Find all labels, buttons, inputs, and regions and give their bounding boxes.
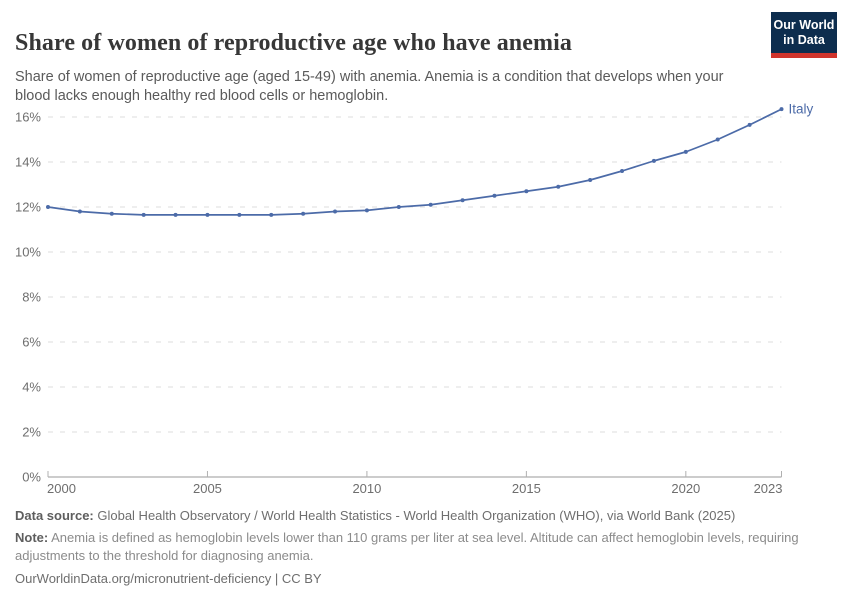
y-tick-label: 12% [15, 200, 41, 215]
data-point [269, 212, 274, 217]
owid-logo-line2: in Data [783, 32, 825, 47]
data-source-label: Data source: [15, 508, 94, 523]
data-point [779, 107, 784, 112]
data-point [205, 212, 210, 217]
series-end-label: Italy [789, 102, 814, 117]
data-point [651, 158, 656, 163]
page-title: Share of women of reproductive age who h… [15, 30, 572, 57]
y-tick-label: 14% [15, 155, 41, 170]
y-tick-label: 6% [22, 335, 41, 350]
y-tick-label: 8% [22, 290, 41, 305]
data-point [77, 209, 82, 214]
data-point [492, 193, 497, 198]
x-tick-label: 2015 [512, 481, 541, 496]
x-tick-label: 2023 [754, 481, 783, 496]
x-tick-label: 2020 [671, 481, 700, 496]
data-point [396, 205, 401, 209]
note-text: Anemia is defined as hemoglobin levels l… [15, 529, 799, 563]
x-tick-label: 2005 [193, 481, 222, 496]
data-point [588, 178, 593, 182]
note-label: Note: [15, 529, 49, 545]
owid-logo: Our World in Data [771, 12, 837, 58]
data-point [460, 198, 465, 203]
note-line: Note: Anemia is defined as hemoglobin le… [15, 529, 817, 565]
citation-line: OurWorldinData.org/micronutrient-deficie… [15, 570, 322, 586]
series-line [47, 108, 783, 216]
data-source-text: Global Health Observatory / World Health… [93, 508, 736, 523]
data-point [237, 212, 242, 217]
x-tick-label: 2000 [47, 481, 76, 496]
data-point [683, 149, 688, 154]
data-point [141, 212, 146, 217]
data-point [620, 169, 625, 173]
data-point [747, 122, 752, 127]
y-tick-label: 2% [22, 425, 41, 440]
chart-footer: Data source: Global Health Observatory /… [15, 507, 817, 588]
data-point [173, 212, 178, 217]
data-point [46, 205, 50, 209]
data-point [364, 208, 369, 213]
data-point [428, 202, 433, 207]
data-point [301, 211, 306, 216]
data-point [715, 137, 720, 142]
y-tick-label: 0% [22, 470, 41, 485]
chart-subtitle: Share of women of reproductive age (aged… [15, 68, 724, 104]
y-tick-label: 16% [15, 110, 41, 125]
owid-logo-line1: Our World [773, 18, 835, 32]
data-point [556, 184, 561, 189]
data-point [333, 209, 338, 214]
y-tick-label: 4% [22, 380, 41, 395]
data-point [109, 211, 114, 216]
y-tick-label: 10% [15, 245, 41, 260]
data-source-line: Data source: Global Health Observatory /… [15, 507, 817, 525]
x-tick-label: 2010 [352, 481, 381, 496]
data-point [524, 189, 529, 194]
